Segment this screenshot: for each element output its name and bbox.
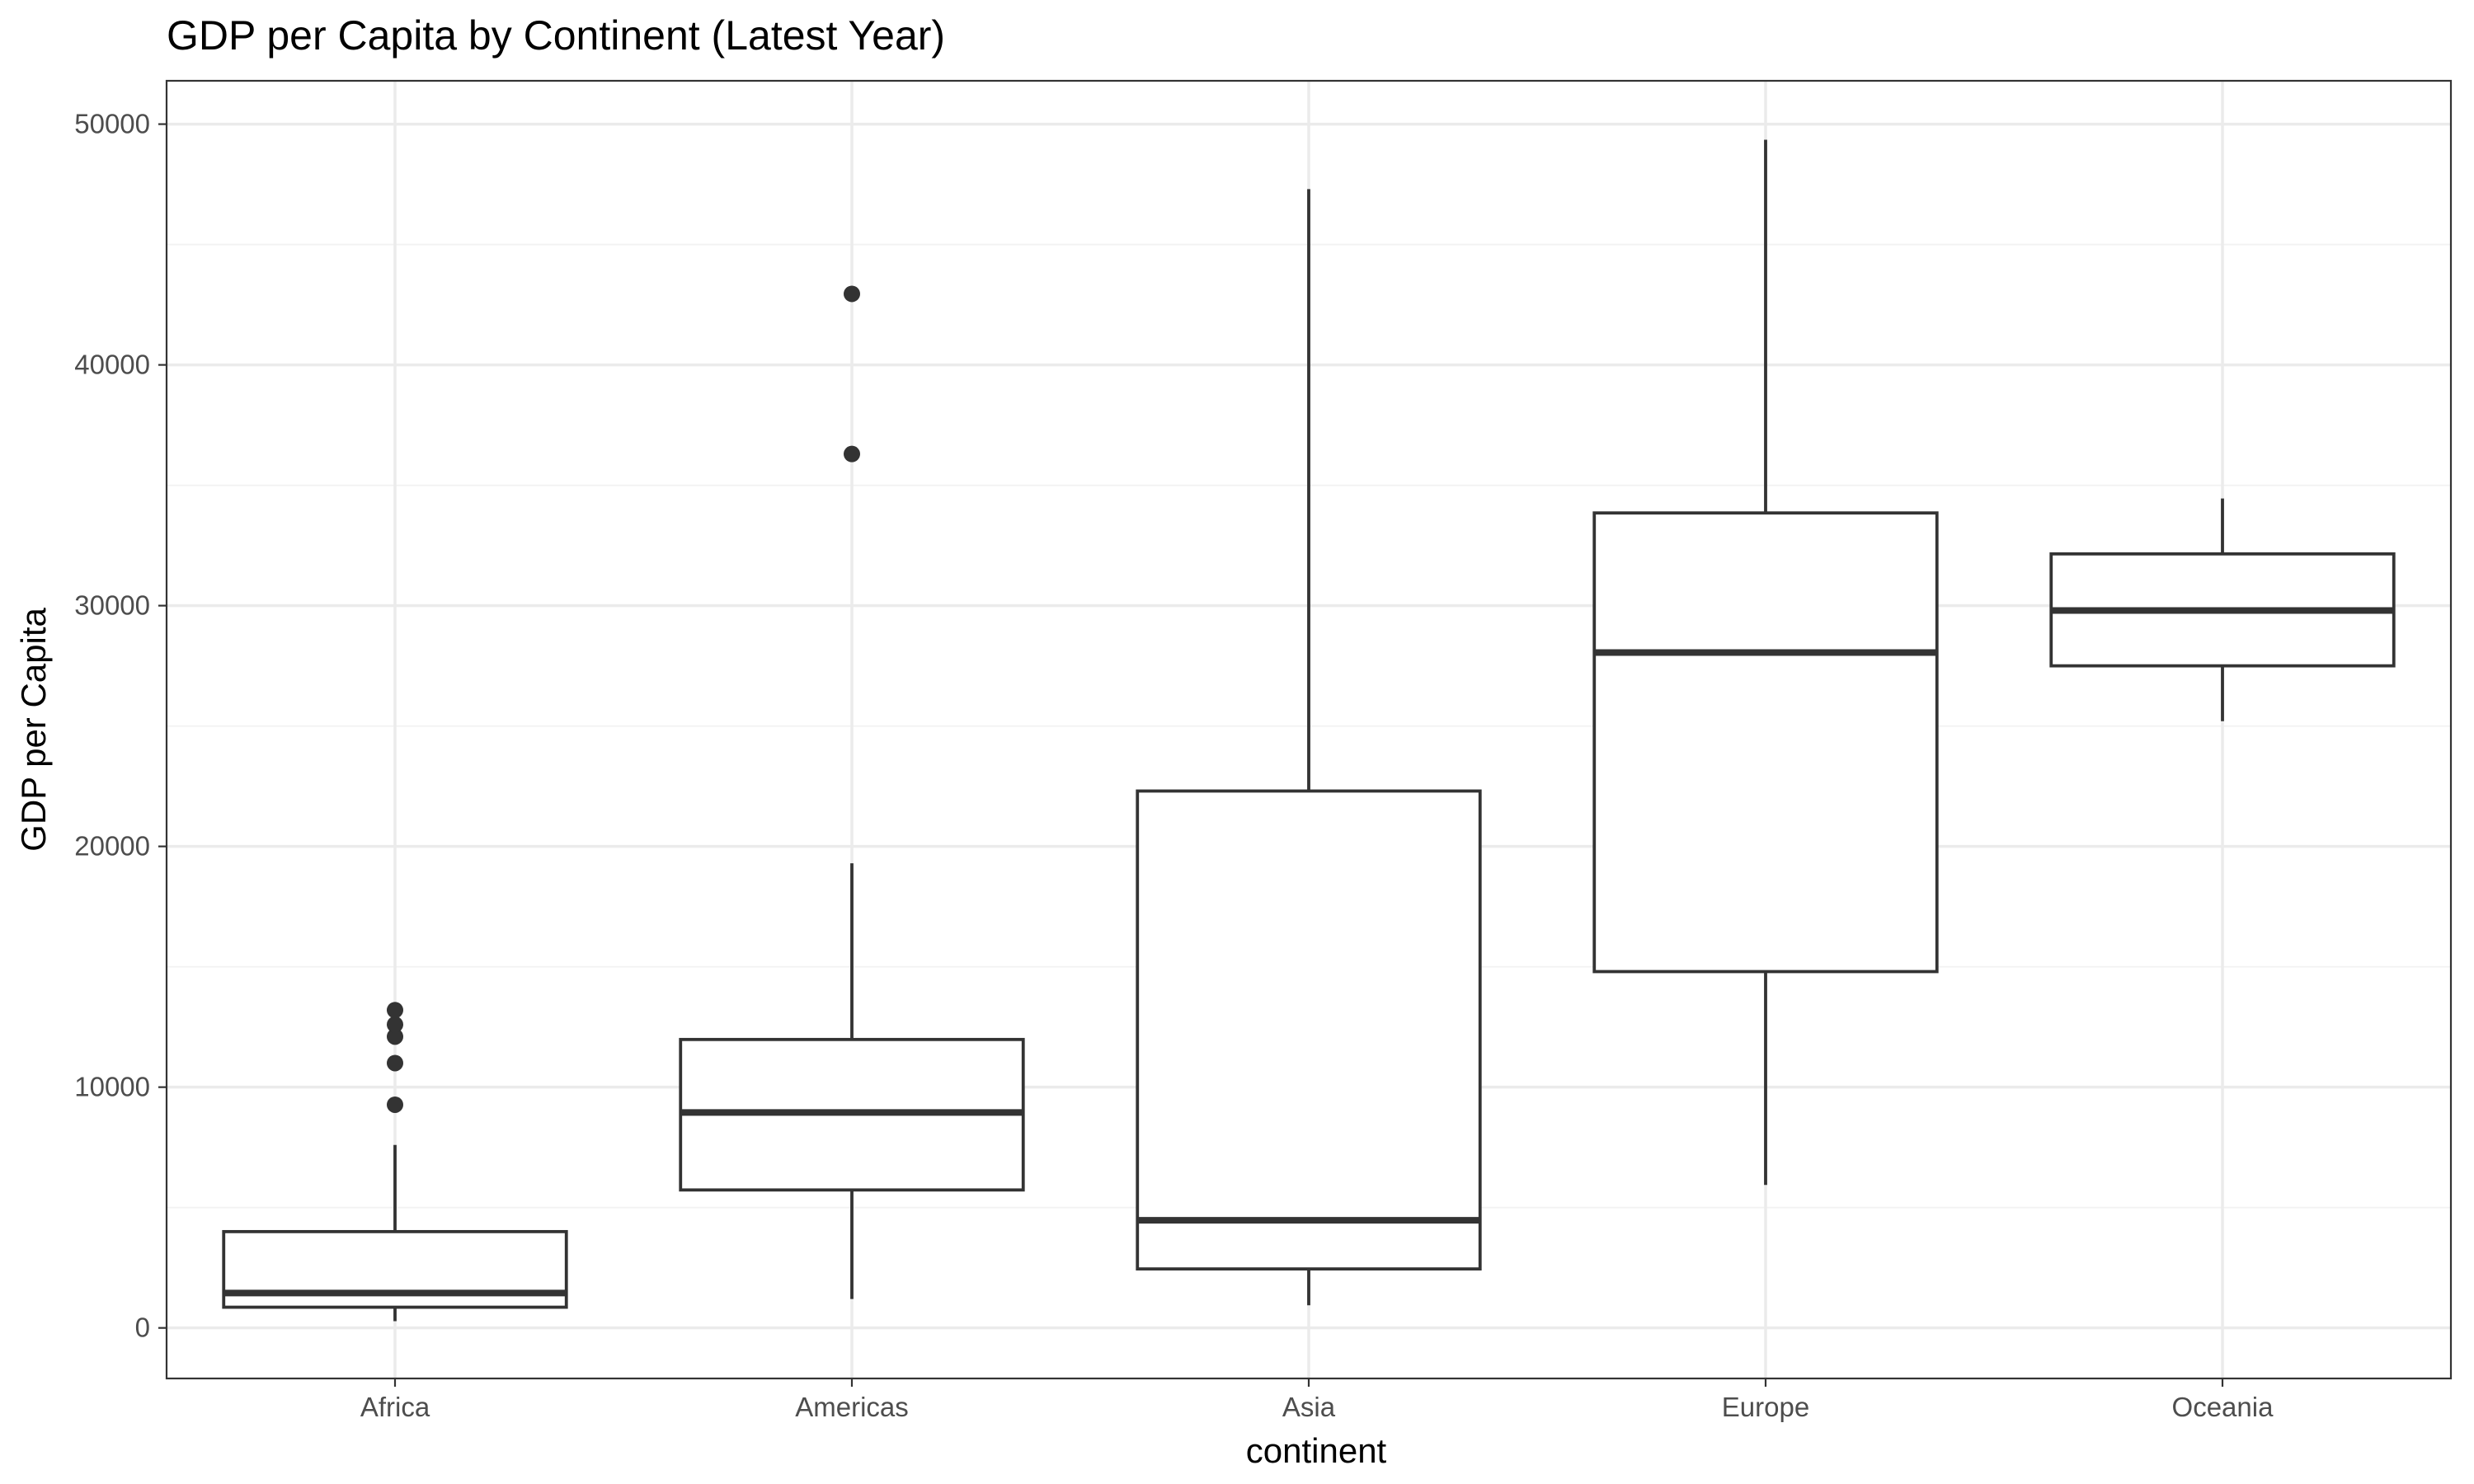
outlier-point [844,285,860,303]
x-tick-label: Europe [1722,1392,1809,1422]
y-tick-label: 30000 [74,590,150,621]
iqr-box [1592,511,1939,974]
outlier-point [844,445,860,463]
outlier-point [387,1096,403,1113]
y-tick-label: 0 [135,1313,150,1343]
outlier-point [387,1028,403,1045]
x-tick-label: Asia [1282,1392,1336,1422]
y-tick-label: 50000 [74,109,150,139]
box-africa [222,1002,568,1322]
y-tick-label: 10000 [74,1072,150,1102]
outlier-point [387,1016,403,1033]
axes: 0 10000 20000 30000 40000 50000 Africa Americas… [74,109,2274,1422]
box-americas [679,285,1025,1299]
x-axis-title: continent [1246,1431,1387,1470]
outlier-point [387,1002,403,1019]
y-axis-title: GDP per Capita [14,608,53,852]
box-oceania [2049,498,2396,721]
y-tick-label: 20000 [74,831,150,862]
x-tick-label: Oceania [2172,1392,2274,1422]
y-tick-label: 40000 [74,350,150,380]
iqr-box [1136,789,1482,1271]
box-asia [1136,189,1482,1306]
x-tick-label: Africa [360,1392,430,1422]
x-tick-label: Americas [795,1392,909,1422]
box-europe [1592,139,1939,1186]
chart-title: GDP per Capita by Continent (Latest Year… [167,12,945,59]
outlier-point [387,1054,403,1072]
boxes [222,139,2396,1322]
